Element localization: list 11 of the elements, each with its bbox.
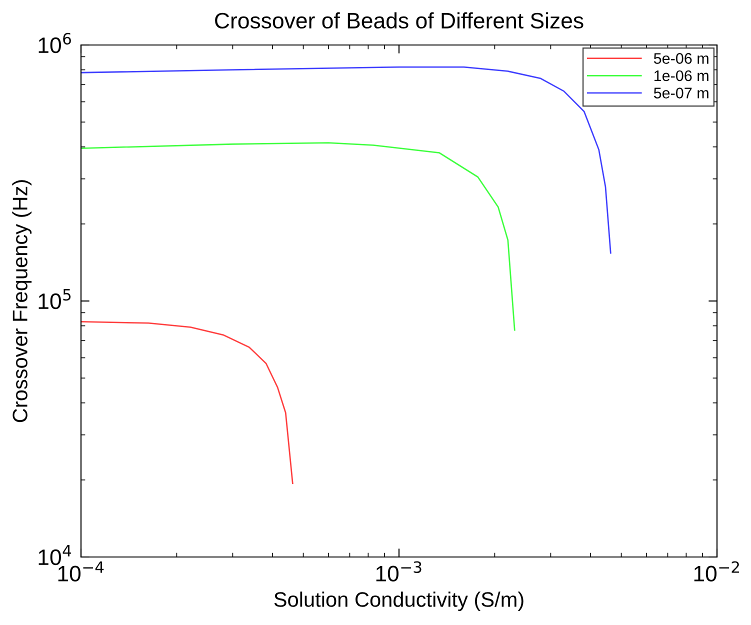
y-tick-label: 10$^{5}$ (38, 289, 71, 310)
y-tick-label: 10$^{4}$ (38, 545, 72, 566)
y-tick-label: 10$^{6}$ (38, 32, 71, 54)
legend-label: 1e-06 m (654, 70, 708, 82)
legend-label: 5e-06 m (654, 53, 708, 64)
x-tick-label: 10$^{−3}$ (376, 561, 422, 582)
legend-label: 5e-07 m (654, 88, 708, 98)
chart-title: Crossover of Beads of Different Sizes (215, 12, 584, 29)
x-axis-title: Solution Conductivity (S/m) (274, 592, 524, 612)
x-tick-label: 10$^{−2}$ (694, 561, 739, 582)
y-axis-title: Crossover Frequency (Hz) (12, 180, 32, 422)
